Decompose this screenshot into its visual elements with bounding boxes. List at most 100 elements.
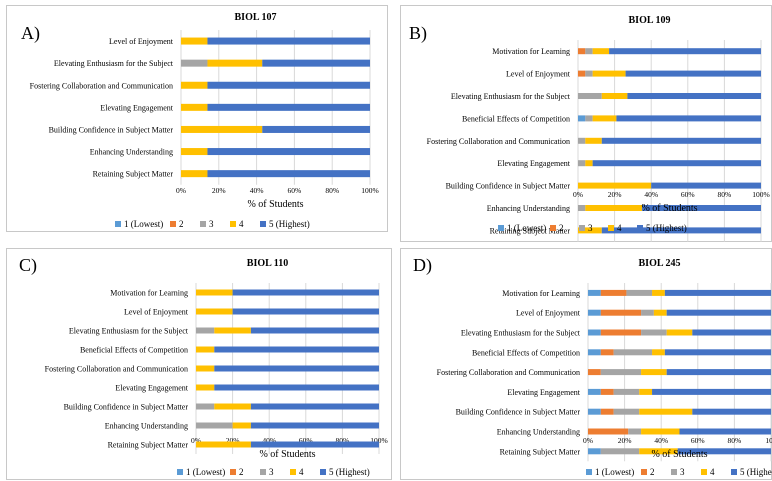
legend-entry-4: 4 xyxy=(239,219,244,229)
bar-segment-3 xyxy=(641,329,667,336)
x-axis-label: % of Students xyxy=(247,199,303,210)
bar-segment-3 xyxy=(641,309,654,316)
chart-title: BIOL 107 xyxy=(235,12,277,23)
x-tick-label: 80% xyxy=(718,190,732,199)
legend-swatch-4 xyxy=(701,469,707,475)
bar-segment-5-highest xyxy=(207,37,370,45)
bar-segment-2 xyxy=(600,329,642,336)
bar-segment-5-highest xyxy=(677,448,771,455)
legend-swatch-5-highest xyxy=(637,225,643,231)
bar-segment-3 xyxy=(613,388,640,395)
legend-entry-5-highest: 5 (Highest) xyxy=(269,219,310,229)
bar-segment-1-lowest xyxy=(578,115,586,122)
x-axis-label: % of Students xyxy=(651,449,707,460)
bar-segment-5-highest xyxy=(592,160,761,167)
x-tick-label: 60% xyxy=(691,436,705,445)
x-tick-label: 0% xyxy=(176,186,186,195)
category-label-fostering-collaboration-and-communication: Fostering Collaboration and Communicatio… xyxy=(437,368,580,377)
bar-segment-4 xyxy=(641,428,680,435)
category-label-level-of-enjoyment: Level of Enjoyment xyxy=(124,308,189,317)
bar-segment-4 xyxy=(592,70,626,77)
category-label-fostering-collaboration-and-communication: Fostering Collaboration and Communicatio… xyxy=(45,365,188,374)
bar-segment-2 xyxy=(578,48,586,55)
bar-segment-3 xyxy=(196,327,215,334)
category-label-enhancing-understanding: Enhancing Understanding xyxy=(105,422,188,431)
bar-segment-3 xyxy=(613,408,640,415)
bar-segment-4 xyxy=(196,289,233,296)
bar-segment-4 xyxy=(214,327,251,334)
bar-segment-3 xyxy=(600,448,640,455)
legend-entry-3: 3 xyxy=(680,467,685,477)
legend-entry-2: 2 xyxy=(650,467,655,477)
bar-segment-5-highest xyxy=(642,205,761,211)
category-label-building-confidence-in-subject-matter: Building Confidence in Subject Matter xyxy=(456,408,581,417)
legend-swatch-2 xyxy=(230,469,236,475)
legend-entry-2: 2 xyxy=(179,219,184,229)
legend-swatch-1-lowest xyxy=(498,225,504,231)
x-tick-label: 20% xyxy=(226,436,240,445)
x-tick-label: 60% xyxy=(681,190,695,199)
bar-segment-1-lowest xyxy=(588,388,601,395)
category-label-building-confidence-in-subject-matter: Building Confidence in Subject Matter xyxy=(64,403,189,412)
bar-segment-5-highest xyxy=(652,388,771,395)
category-label-enhancing-understanding: Enhancing Understanding xyxy=(487,204,570,213)
bar-segment-5-highest xyxy=(207,148,370,156)
bar-segment-5-highest xyxy=(692,408,771,415)
bar-segment-3 xyxy=(626,289,653,296)
bar-segment-4 xyxy=(196,308,233,315)
category-label-elevating-engagement: Elevating Engagement xyxy=(100,103,173,112)
legend-swatch-3 xyxy=(200,221,206,227)
x-tick-label: 60% xyxy=(299,436,313,445)
bar-segment-3 xyxy=(578,160,586,167)
category-label-retaining-subject-matter: Retaining Subject Matter xyxy=(93,170,174,179)
bar-segment-2 xyxy=(600,388,614,395)
x-axis-label: % of Students xyxy=(641,203,697,214)
bar-segment-3 xyxy=(196,403,215,410)
legend-swatch-1-lowest xyxy=(177,469,183,475)
chart-title: BIOL 245 xyxy=(639,258,681,269)
x-tick-label: 80% xyxy=(336,436,350,445)
x-tick-label: 0% xyxy=(573,190,583,199)
bar-segment-3 xyxy=(585,115,593,122)
legend-swatch-3 xyxy=(579,225,585,231)
category-label-elevating-enthusiasm-for-the-subject: Elevating Enthusiasm for the Subject xyxy=(461,329,581,338)
bar-segment-1-lowest xyxy=(588,309,601,316)
bar-segment-3 xyxy=(578,205,586,211)
legend-entry-2: 2 xyxy=(559,223,564,233)
chart-svg-0: A) BIOL 107 0% 20% 40% 60% 80% 100% Level of Enj… xyxy=(21,12,379,229)
bar-segment-5-highest xyxy=(664,349,771,356)
x-tick-label: 60% xyxy=(288,186,302,195)
bar-segment-1-lowest xyxy=(588,448,601,455)
bar-segment-5-highest xyxy=(616,115,761,122)
legend-entry-1-lowest: 1 (Lowest) xyxy=(186,467,225,477)
bar-segment-4 xyxy=(585,205,643,211)
bar-segment-1-lowest xyxy=(588,329,601,336)
category-label-fostering-collaboration-and-communication: Fostering Collaboration and Communicatio… xyxy=(30,81,173,90)
bar-segment-2 xyxy=(588,428,629,435)
category-label-retaining-subject-matter: Retaining Subject Matter xyxy=(108,441,189,450)
bar-segment-4 xyxy=(639,408,693,415)
bar-segment-4 xyxy=(639,388,653,395)
bar-segment-4 xyxy=(592,48,610,55)
bar-segment-5-highest xyxy=(262,59,370,67)
legend-swatch-1-lowest xyxy=(115,221,121,227)
legend-entry-1-lowest: 1 (Lowest) xyxy=(595,467,634,477)
legend-entry-3: 3 xyxy=(588,223,593,233)
bar-segment-4 xyxy=(207,59,263,67)
legend-swatch-3 xyxy=(671,469,677,475)
bar-segment-3 xyxy=(585,48,593,55)
bar-segment-3 xyxy=(578,93,602,99)
x-tick-label: 100% xyxy=(361,186,379,195)
bar-segment-4 xyxy=(641,369,667,376)
category-label-level-of-enjoyment: Level of Enjoyment xyxy=(506,70,571,79)
bar-segment-4 xyxy=(181,37,208,45)
legend-entry-4: 4 xyxy=(299,467,304,477)
bar-segment-4 xyxy=(653,309,667,316)
legend-swatch-5-highest xyxy=(731,469,737,475)
bar-segment-5-highest xyxy=(666,309,771,316)
category-label-retaining-subject-matter: Retaining Subject Matter xyxy=(490,226,571,235)
bar-segment-2 xyxy=(600,309,642,316)
category-label-level-of-enjoyment: Level of Enjoyment xyxy=(516,309,581,318)
bar-segment-5-highest xyxy=(250,403,379,410)
x-tick-label: 100 xyxy=(765,436,772,445)
